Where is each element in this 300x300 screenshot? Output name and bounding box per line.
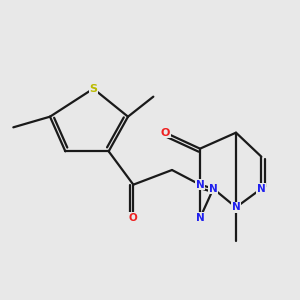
Text: N: N [232, 202, 240, 212]
Text: N: N [257, 184, 266, 194]
Text: N: N [196, 213, 204, 223]
Text: S: S [89, 84, 97, 94]
Text: N: N [196, 180, 204, 190]
Text: O: O [160, 128, 170, 138]
Text: O: O [129, 213, 138, 223]
Text: N: N [209, 184, 218, 194]
